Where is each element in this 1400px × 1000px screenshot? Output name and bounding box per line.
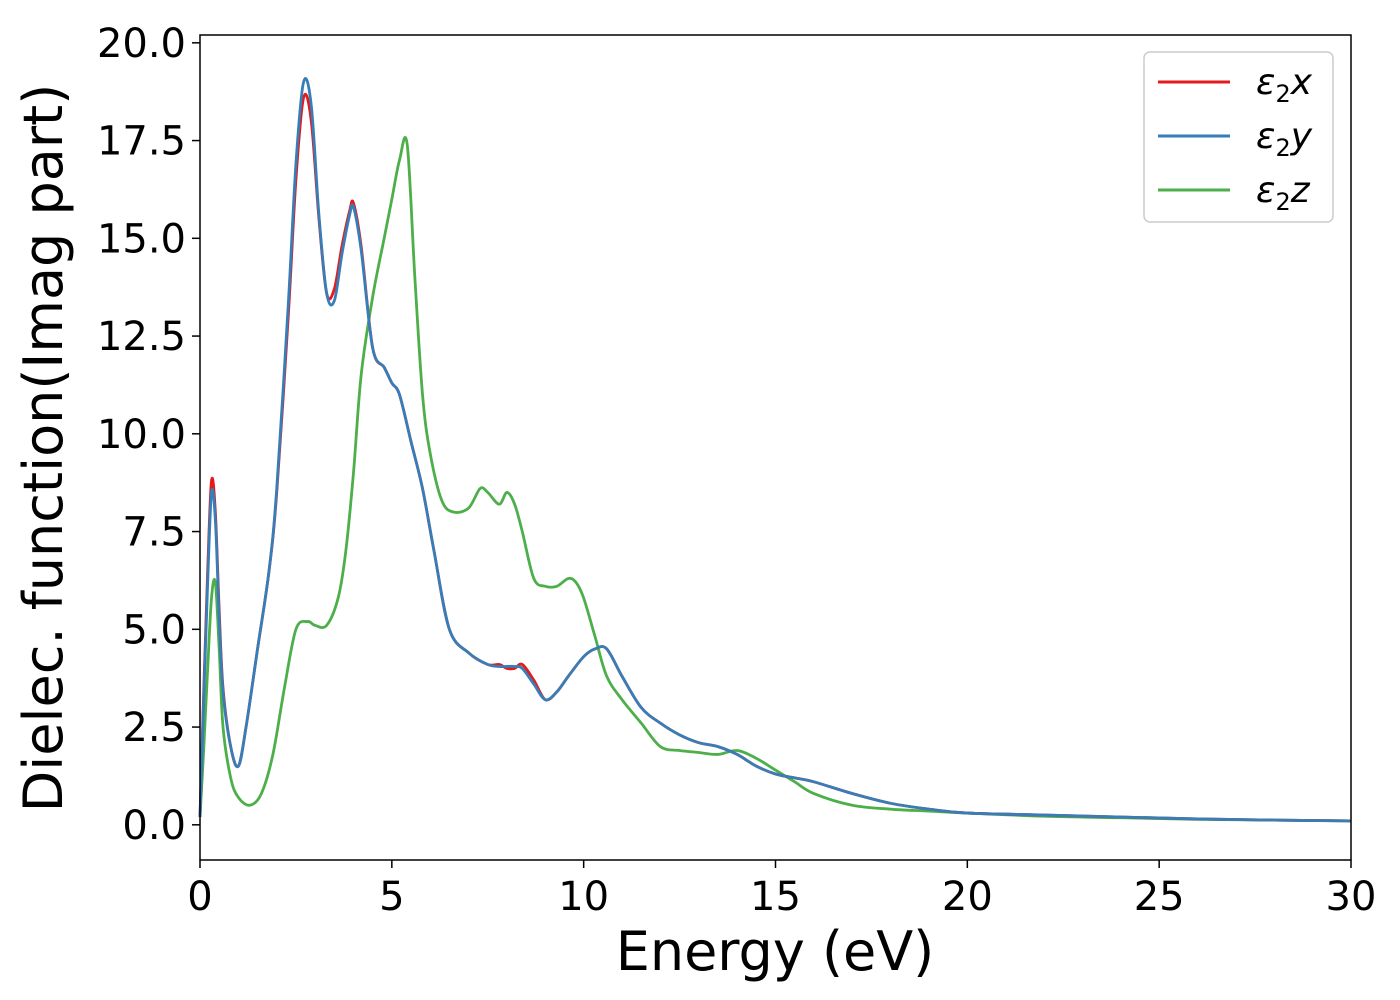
legend-entry-z: ε2z [1256, 170, 1311, 216]
y-axis-ticks: 0.0 2.5 5.0 7.5 10.0 12.5 15.0 17.5 20.0 [97, 21, 200, 849]
x-tick-label: 15 [750, 874, 801, 920]
y-tick-label: 7.5 [122, 510, 186, 556]
y-tick-label: 20.0 [97, 21, 186, 67]
legend-box [1143, 51, 1334, 223]
y-tick-label: 0.0 [122, 803, 186, 849]
legend: ε2x ε2y ε2z [1143, 51, 1334, 223]
y-axis-label: Dielec. function(Imag part) [12, 84, 75, 813]
x-axis-label: Energy (eV) [616, 920, 935, 983]
y-tick-label: 2.5 [122, 705, 186, 751]
y-tick-label: 5.0 [122, 607, 186, 653]
y-tick-label: 17.5 [97, 119, 186, 165]
y-tick-label: 10.0 [97, 412, 186, 458]
series-line-z [198, 135, 1352, 823]
y-tick-label: 12.5 [97, 314, 186, 360]
x-tick-label: 0 [187, 874, 212, 920]
x-axis-ticks: 0 5 10 15 20 25 30 [187, 860, 1376, 920]
y-tick-label: 15.0 [97, 216, 186, 262]
x-tick-label: 30 [1326, 874, 1377, 920]
x-tick-label: 25 [1134, 874, 1185, 920]
legend-entry-y: ε2y [1256, 116, 1313, 162]
series-line-y [198, 76, 1352, 823]
series-layer [198, 76, 1352, 823]
x-tick-label: 20 [942, 874, 993, 920]
legend-entry-x: ε2x [1256, 62, 1313, 108]
x-tick-label: 5 [379, 874, 404, 920]
x-tick-label: 10 [558, 874, 609, 920]
